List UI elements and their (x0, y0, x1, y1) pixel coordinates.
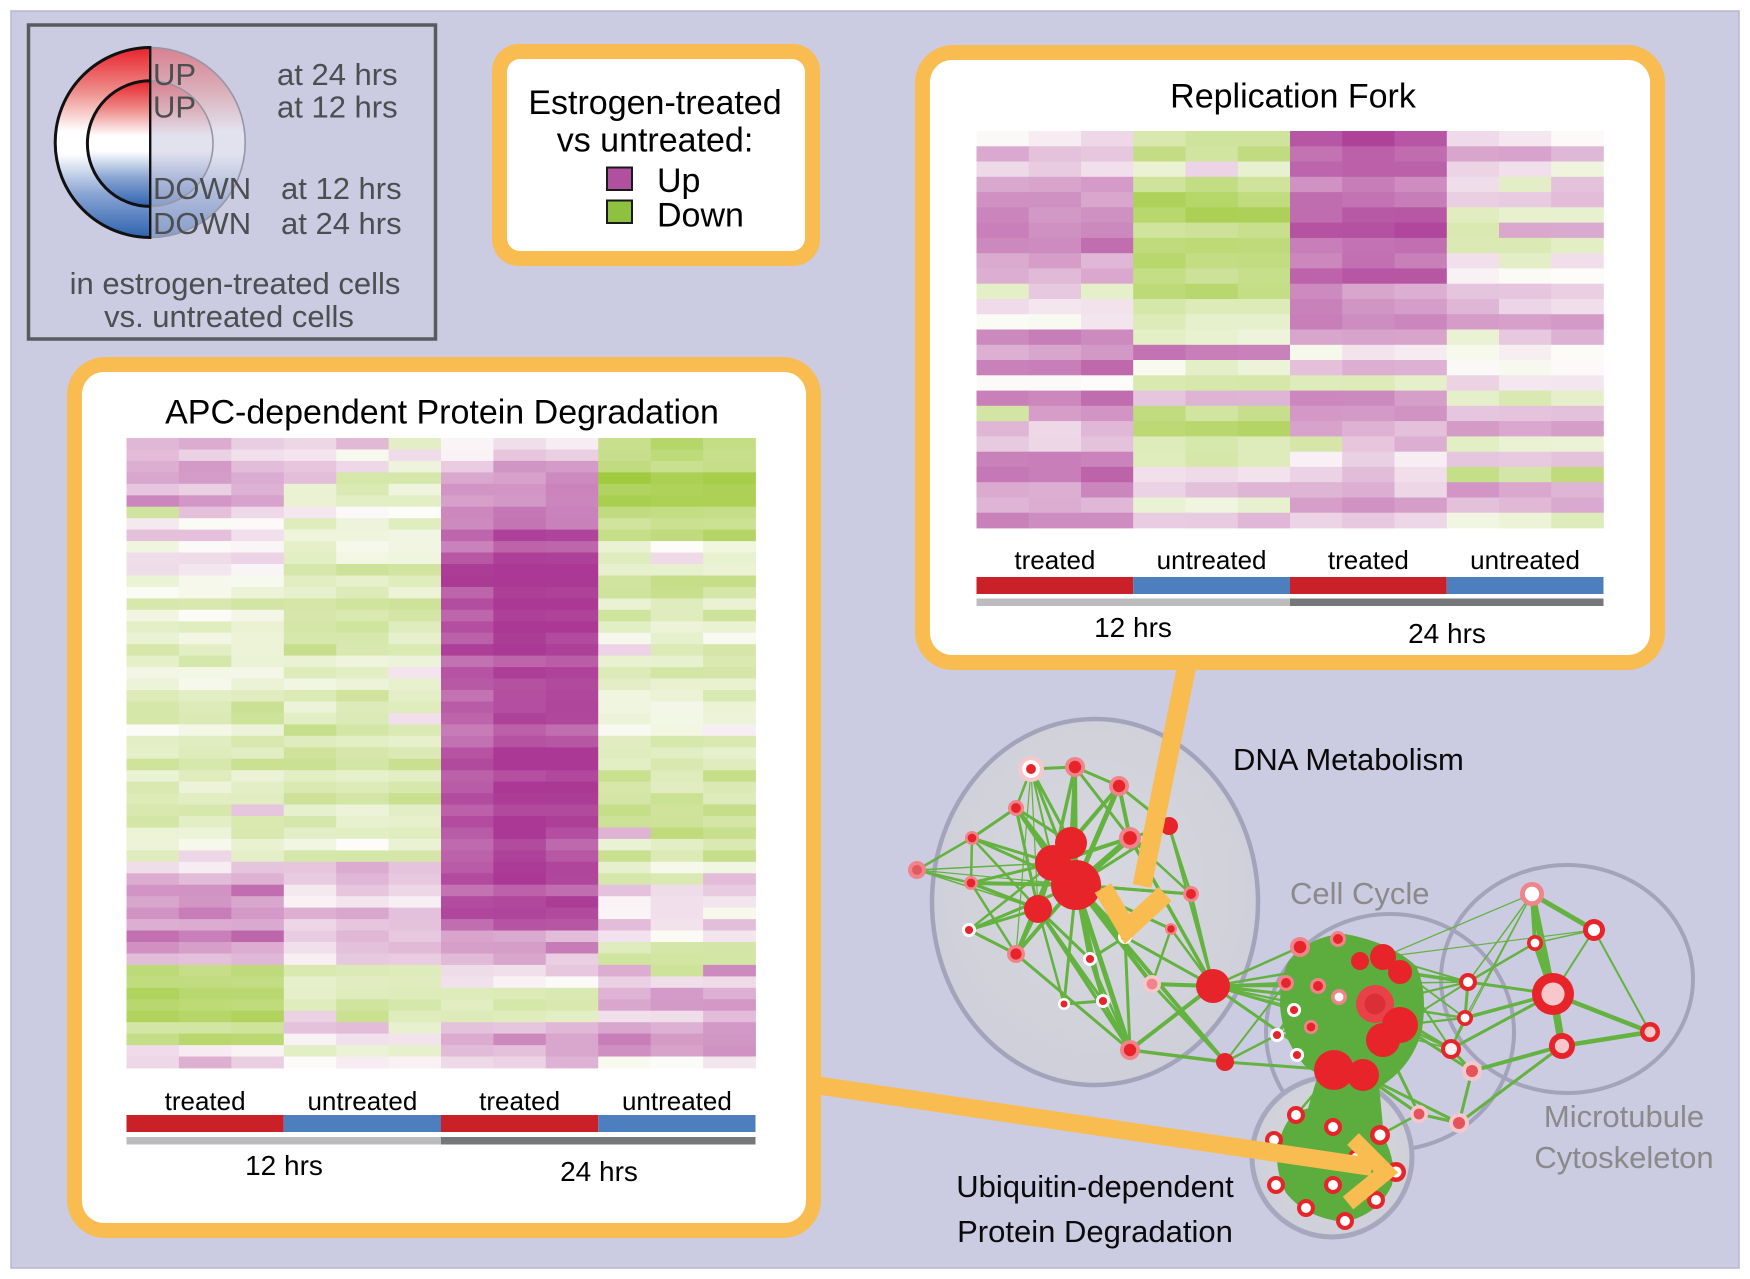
svg-text:treated: treated (1328, 545, 1409, 575)
svg-text:12 hrs: 12 hrs (245, 1150, 323, 1181)
svg-text:DOWN: DOWN (153, 171, 251, 206)
svg-text:vs. untreated cells: vs. untreated cells (104, 299, 354, 334)
svg-text:Cell Cycle: Cell Cycle (1290, 876, 1430, 911)
svg-text:at 12 hrs: at 12 hrs (277, 90, 398, 125)
svg-text:Replication Fork: Replication Fork (1170, 78, 1417, 116)
svg-text:treated: treated (165, 1086, 246, 1116)
svg-text:Down: Down (657, 197, 744, 235)
svg-text:treated: treated (479, 1086, 560, 1116)
svg-text:Ubiquitin-dependent: Ubiquitin-dependent (956, 1169, 1234, 1204)
svg-text:Microtubule: Microtubule (1544, 1099, 1704, 1134)
svg-text:24 hrs: 24 hrs (1408, 618, 1486, 649)
svg-text:untreated: untreated (307, 1086, 417, 1116)
svg-text:untreated: untreated (1470, 545, 1580, 575)
svg-text:untreated: untreated (1157, 545, 1267, 575)
svg-text:Up: Up (657, 162, 700, 200)
svg-text:Cytoskeleton: Cytoskeleton (1534, 1140, 1713, 1175)
svg-text:DNA Metabolism: DNA Metabolism (1233, 742, 1464, 777)
svg-text:24 hrs: 24 hrs (560, 1156, 638, 1187)
svg-text:at 24 hrs: at 24 hrs (277, 57, 398, 92)
svg-text:UP: UP (153, 57, 196, 92)
svg-text:untreated: untreated (622, 1086, 732, 1116)
svg-text:at 12 hrs: at 12 hrs (281, 171, 402, 206)
svg-text:DOWN: DOWN (153, 206, 251, 241)
svg-text:at 24 hrs: at 24 hrs (281, 206, 402, 241)
svg-text:treated: treated (1014, 545, 1095, 575)
svg-text:APC-dependent Protein Degradat: APC-dependent Protein Degradation (165, 394, 719, 432)
svg-text:vs untreated:: vs untreated: (557, 122, 754, 160)
svg-text:Protein Degradation: Protein Degradation (957, 1214, 1233, 1249)
svg-text:UP: UP (153, 90, 196, 125)
svg-text:Estrogen-treated: Estrogen-treated (528, 84, 781, 122)
svg-text:12 hrs: 12 hrs (1094, 612, 1172, 643)
svg-text:in estrogen-treated cells: in estrogen-treated cells (70, 266, 401, 301)
